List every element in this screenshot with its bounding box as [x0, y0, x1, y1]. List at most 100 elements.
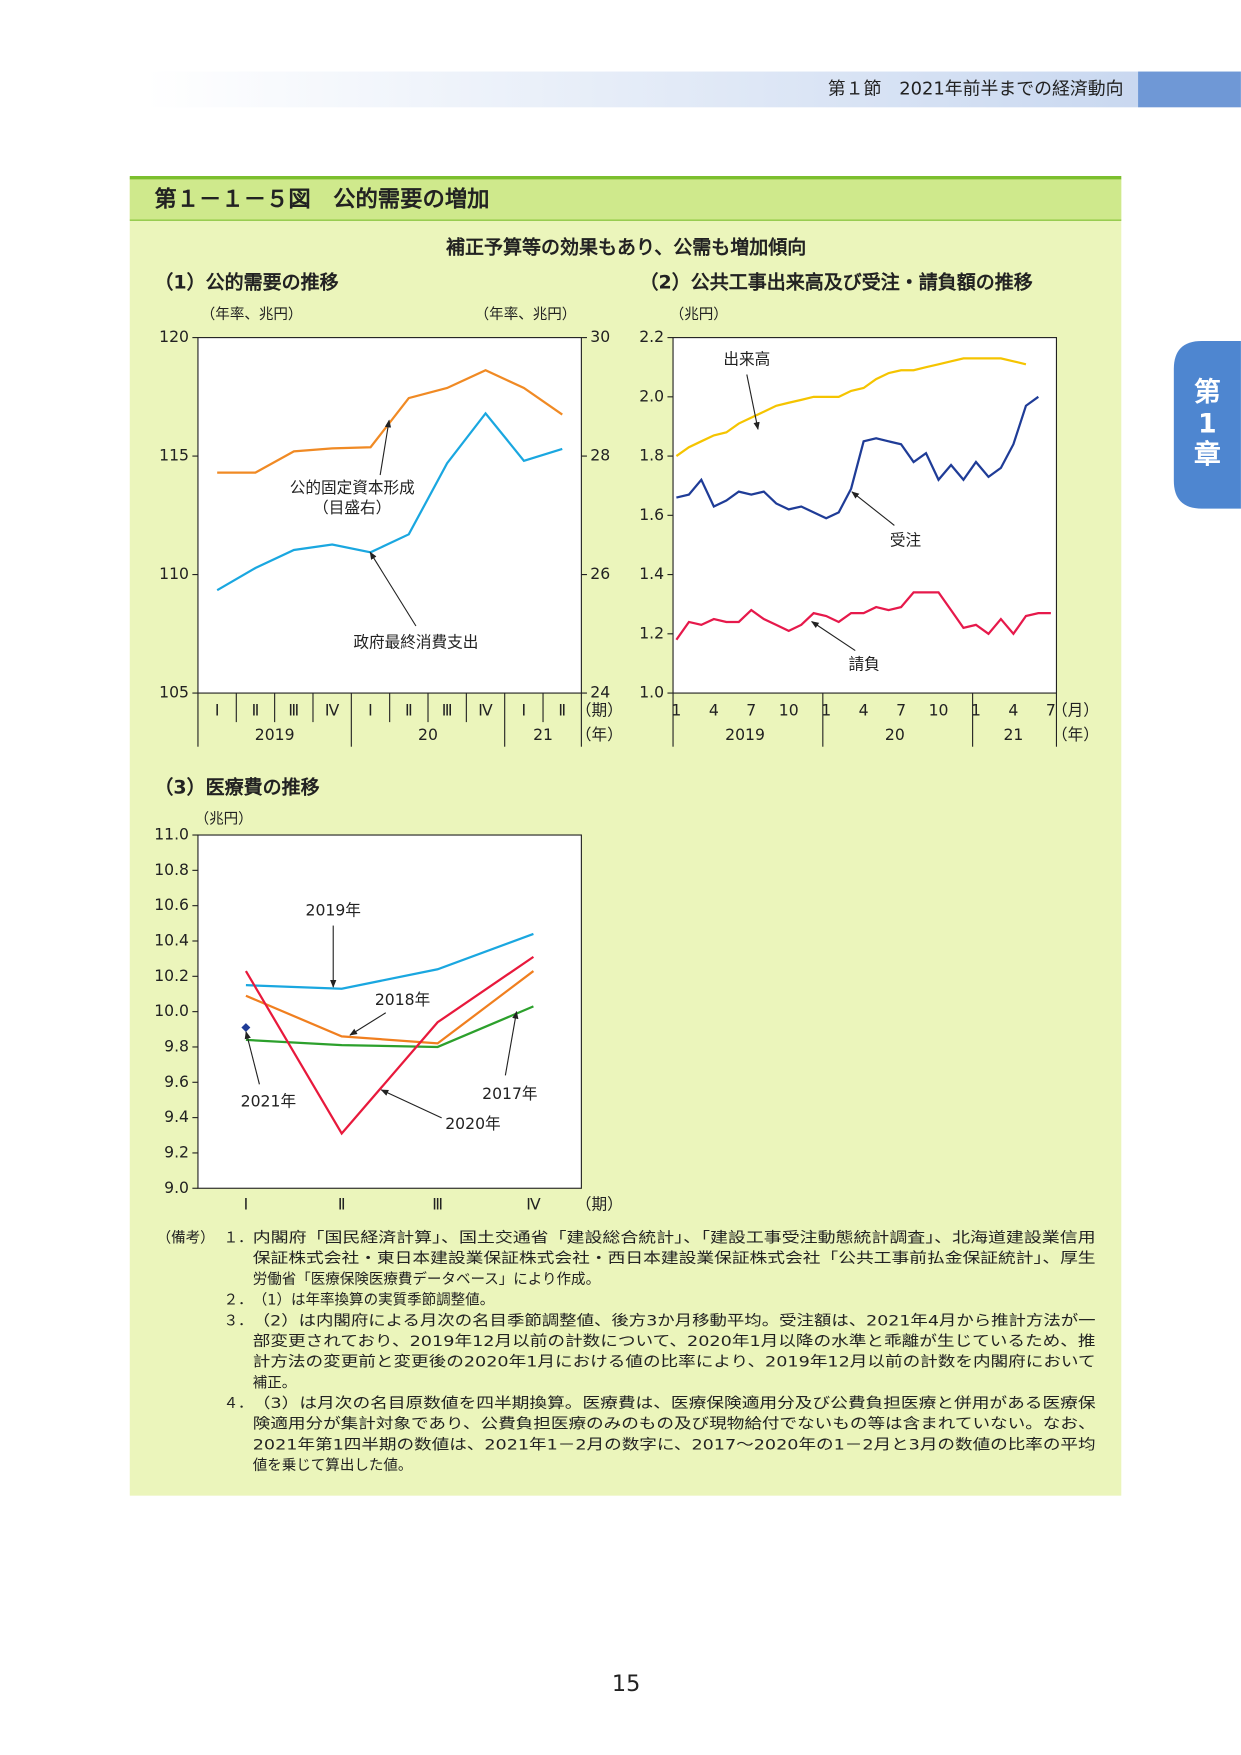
x-tick-label: 4	[1008, 700, 1018, 719]
note-number: ３．	[224, 1313, 253, 1329]
note-number: ４．	[224, 1396, 253, 1412]
y-tick-label: 115	[159, 446, 189, 465]
y-tick-label: 10.8	[154, 860, 189, 879]
note-line: 労働省「医療保険医療費データベース」により作成。	[253, 1270, 600, 1288]
notes: （備考） １． 内閣府「国民経済計算」、国土交通省「建設総合統計」、「建設工事受注動…	[157, 1229, 1097, 1474]
note-line: 保証株式会社・東日本建設業保証株式会社・西日本建設業保証株式会社「公共工事前払金…	[253, 1250, 1096, 1267]
header-band	[145, 71, 1139, 108]
chapter-tab-text: 第	[1194, 376, 1221, 408]
note-line: 補正。	[253, 1374, 297, 1391]
x-tick-label: Ⅱ	[338, 1195, 346, 1214]
note-number: ２．	[224, 1293, 253, 1309]
x-group-label: 2019	[255, 725, 295, 744]
y2-tick-label: 26	[590, 564, 610, 583]
chart-title: （3）医療費の推移	[154, 776, 319, 799]
y-tick-label: 105	[159, 683, 189, 702]
annotation-arrow	[504, 1010, 519, 1076]
page-number: 15	[612, 1671, 640, 1697]
note-line: 険適用分が集計対象であり、公費負担医療のみのもの及び現物給付でないもの等は含まれ…	[253, 1415, 1096, 1433]
figure-title-bar	[129, 178, 1122, 221]
x-tick-label: Ⅲ	[288, 700, 299, 719]
y-tick-label: 9.6	[164, 1072, 189, 1091]
y-tick-label: 1.4	[639, 564, 664, 583]
x-tick-label: Ⅳ	[325, 700, 340, 719]
y-tick-label: 10.0	[154, 1001, 189, 1020]
series-line	[245, 932, 534, 990]
y-unit: （年率、兆円）	[201, 306, 303, 323]
series-label: 2017年	[482, 1084, 537, 1103]
y-unit: （兆円）	[670, 306, 728, 323]
x-group-label: 20	[885, 725, 905, 744]
x-unit: （期）	[576, 700, 623, 719]
y-tick-label: 1.6	[639, 505, 664, 524]
annotation-arrow	[369, 551, 417, 627]
section-title: 第１節 2021年前半までの経済動向	[828, 78, 1124, 99]
x-tick-label: Ⅰ	[215, 700, 220, 719]
x-tick-label: Ⅰ	[368, 700, 373, 719]
y-tick-label: 1.2	[639, 623, 664, 642]
x-tick-label: Ⅱ	[252, 700, 260, 719]
annotation: （目盛右）	[313, 498, 391, 517]
x-group-unit: （年）	[1052, 725, 1099, 744]
x-tick-label: 7	[746, 700, 756, 719]
x-tick-label: 1	[971, 700, 981, 719]
note-line: 値を乗じて算出した値。	[253, 1457, 413, 1474]
y-tick-label: 110	[159, 564, 189, 583]
series-line	[244, 955, 535, 1136]
series-line	[675, 357, 1027, 457]
series-line	[676, 395, 1040, 520]
y-tick-label: 1.0	[639, 683, 664, 702]
series-line	[245, 970, 535, 1045]
y-tick-label: 9.0	[164, 1178, 189, 1197]
note-number: １．	[224, 1231, 253, 1247]
x-tick-label: 4	[859, 700, 869, 719]
x-group-unit: （年）	[576, 725, 623, 744]
y2-unit: （年率、兆円）	[475, 306, 577, 323]
note-line: （3）は月次の名目原数値を四半期換算。医療費は、医療保険適用分及び公費負担医療と…	[253, 1394, 1096, 1412]
data-point	[241, 1023, 251, 1033]
x-tick-label: 1	[671, 700, 681, 719]
note-line: （2）は内閣府による月次の名目季節調整値、後方3か月移動平均。受注額は、2021…	[253, 1311, 1096, 1329]
x-group-label: 21	[1003, 725, 1023, 744]
x-tick-label: 10	[929, 700, 949, 719]
header-tab	[1138, 71, 1241, 108]
x-tick-label: 1	[821, 700, 831, 719]
plot-area	[197, 337, 582, 694]
notes-label: （備考）	[157, 1230, 215, 1247]
x-tick-label: 4	[709, 700, 719, 719]
note-line: （1）は年率換算の実質季節調整値。	[253, 1291, 495, 1309]
annotation-arrow	[380, 1089, 442, 1119]
y-tick-label: 9.4	[164, 1107, 189, 1126]
series-label: 出来高	[723, 349, 770, 368]
series-label: 2021年	[241, 1092, 296, 1111]
x-tick-label: 7	[1046, 700, 1056, 719]
y-unit: （兆円）	[195, 810, 253, 827]
series-label: 請負	[849, 655, 880, 674]
y-tick-label: 10.4	[154, 930, 189, 949]
annotation-arrow	[244, 1031, 260, 1085]
x-tick-label: Ⅱ	[558, 700, 566, 719]
y2-tick-label: 30	[590, 327, 610, 346]
note-line: 計方法の変更前と変更後の2020年1月における値の比率により、2019年12月以…	[253, 1354, 1096, 1371]
x-unit: （期）	[576, 1195, 623, 1214]
x-unit: （月）	[1052, 700, 1099, 719]
chapter-tab-text: 1	[1198, 408, 1217, 439]
x-group-label: 21	[533, 725, 553, 744]
y-tick-label: 2.2	[639, 327, 664, 346]
figure-subtitle: 補正予算等の効果もあり、公需も増加傾向	[445, 236, 806, 259]
annotation-arrow	[349, 1012, 387, 1036]
y-tick-label: 120	[159, 327, 189, 346]
x-group-label: 20	[418, 725, 438, 744]
series-label: 2020年	[445, 1114, 500, 1133]
y-tick-label: 10.2	[154, 966, 189, 985]
chart-title: （2）公共工事出来高及び受注・請負額の推移	[640, 270, 1033, 293]
x-tick-label: 10	[779, 700, 799, 719]
series-label: 受注	[890, 531, 922, 550]
x-tick-label: 7	[896, 700, 906, 719]
y-tick-label: 1.8	[639, 446, 664, 465]
annotation-arrow	[810, 621, 856, 652]
chapter-tab	[1173, 340, 1241, 509]
note-line: 内閣府「国民経済計算」、国土交通省「建設総合統計」、「建設工事受注動態統計調査」…	[253, 1229, 1096, 1247]
